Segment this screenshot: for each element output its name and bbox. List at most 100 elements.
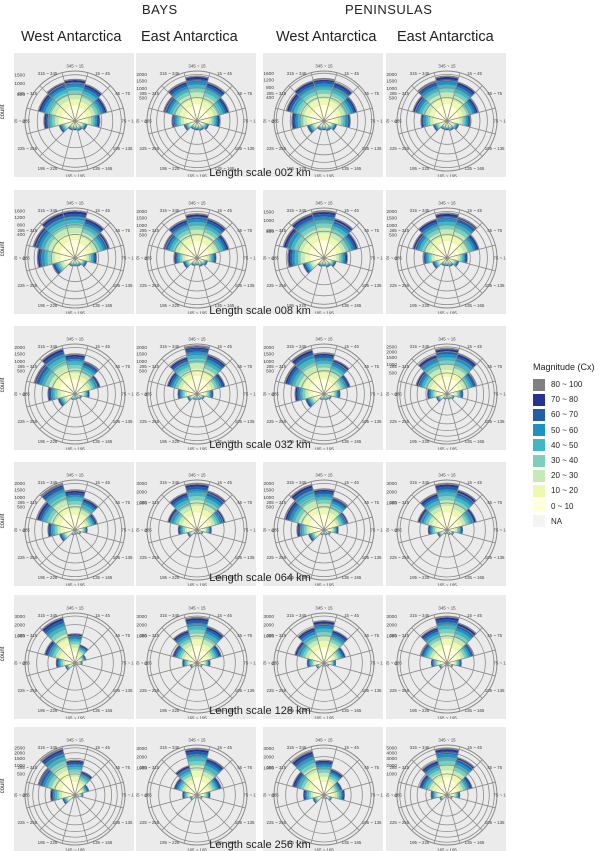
sector-label: 285 ~ 315 (18, 364, 38, 369)
y-tick-label: 1500 (386, 78, 397, 84)
sector-label: 315 ~ 345 (160, 71, 180, 76)
y-tick-label: 1500 (386, 355, 397, 361)
sector-label: 345 ~ 15 (66, 606, 84, 611)
sector-label: 105 ~ 135 (235, 419, 255, 424)
sector-label: 255 ~ 285 (263, 661, 279, 666)
legend-label: 0 ~ 10 (551, 502, 573, 511)
sector-label: 315 ~ 345 (410, 71, 430, 76)
sector-label: 105 ~ 135 (113, 820, 133, 825)
sector-label: 315 ~ 345 (160, 208, 180, 213)
sector-label: 225 ~ 255 (140, 820, 160, 825)
sector-label: 45 ~ 75 (364, 633, 379, 638)
sector-gridline (197, 530, 245, 543)
sector-label: 345 ~ 15 (188, 606, 206, 611)
sector-label: 255 ~ 285 (14, 256, 30, 261)
y-tick-label: 500 (389, 95, 397, 101)
sector-label: 345 ~ 15 (438, 738, 456, 743)
sector-label: 285 ~ 315 (390, 500, 410, 505)
sector-gridline (75, 663, 110, 698)
sector-label: 285 ~ 315 (267, 91, 287, 96)
sector-label: 15 ~ 45 (217, 745, 232, 750)
sector-gridline (324, 394, 372, 407)
sector-label: 45 ~ 75 (115, 91, 130, 96)
legend-label: 80 ~ 100 (551, 380, 582, 389)
y-tick-label: 3000 (136, 746, 147, 752)
sector-label: 255 ~ 285 (263, 392, 279, 397)
y-axis-label: count (0, 370, 6, 400)
rose-bar-segment (441, 639, 454, 646)
sector-label: 45 ~ 75 (487, 500, 502, 505)
y-tick-label: 500 (17, 368, 25, 374)
rose-bar-segment (317, 94, 331, 100)
rose-bar-segment (181, 117, 184, 125)
y-tick-label: 2000 (263, 345, 274, 351)
sector-label: 225 ~ 255 (390, 555, 410, 560)
legend-label: 50 ~ 60 (551, 426, 578, 435)
sector-label: 345 ~ 15 (315, 64, 333, 69)
sector-gridline (324, 795, 372, 808)
sector-label: 255 ~ 285 (14, 392, 30, 397)
sector-label: 255 ~ 285 (263, 528, 279, 533)
sector-label: 105 ~ 135 (113, 283, 133, 288)
sector-label: 105 ~ 135 (362, 283, 382, 288)
sector-gridline (447, 663, 482, 698)
sector-gridline (75, 530, 110, 565)
sector-gridline (162, 663, 197, 698)
sector-gridline (324, 394, 337, 442)
sector-gridline (447, 663, 495, 676)
sector-gridline (324, 663, 359, 698)
sector-gridline (324, 121, 359, 156)
sector-label: 225 ~ 255 (390, 419, 410, 424)
rose-bar-segment (337, 117, 340, 126)
column-title-bays-east: East Antarctica (141, 29, 238, 45)
sector-label: 75 ~ 105 (493, 256, 506, 261)
sector-label: 315 ~ 345 (38, 745, 58, 750)
y-tick-label: 2000 (136, 622, 147, 628)
sector-label: 345 ~ 15 (66, 337, 84, 342)
sector-label: 45 ~ 75 (237, 500, 252, 505)
sector-gridline (197, 121, 232, 156)
legend-label: 40 ~ 50 (551, 441, 578, 450)
rose-bar-segment (189, 363, 205, 369)
rose-bar-segment (182, 254, 185, 262)
sector-label: 255 ~ 285 (263, 793, 279, 798)
sector-label: 45 ~ 75 (115, 500, 130, 505)
y-tick-label: 1500 (386, 215, 397, 221)
sector-label: 105 ~ 135 (362, 555, 382, 560)
sector-label: 285 ~ 315 (267, 364, 287, 369)
sector-label: 225 ~ 255 (140, 555, 160, 560)
sector-label: 345 ~ 15 (188, 337, 206, 342)
legend-item: NA (533, 514, 601, 529)
legend-label: 30 ~ 40 (551, 456, 578, 465)
sector-label: 225 ~ 255 (18, 419, 38, 424)
sector-label: 45 ~ 75 (364, 765, 379, 770)
y-tick-label: 3000 (386, 756, 397, 762)
rose-bar-segment (191, 506, 204, 513)
sector-gridline (75, 121, 110, 156)
sector-label: 255 ~ 285 (14, 119, 30, 124)
legend-label: NA (551, 517, 562, 526)
legend-label: 20 ~ 30 (551, 471, 578, 480)
sector-label: 15 ~ 45 (344, 613, 359, 618)
sector-gridline (197, 530, 232, 565)
sector-label: 315 ~ 345 (160, 613, 180, 618)
sector-label: 75 ~ 105 (370, 392, 383, 397)
y-tick-label: 2000 (386, 622, 397, 628)
rose-bar-segment (59, 791, 62, 799)
sector-label: 45 ~ 75 (237, 633, 252, 638)
y-tick-label: 1500 (136, 78, 147, 84)
sector-label: 75 ~ 105 (370, 661, 383, 666)
y-tick-label: 500 (17, 772, 25, 778)
rose-bar-segment (318, 233, 331, 241)
sector-label: 345 ~ 15 (66, 201, 84, 206)
